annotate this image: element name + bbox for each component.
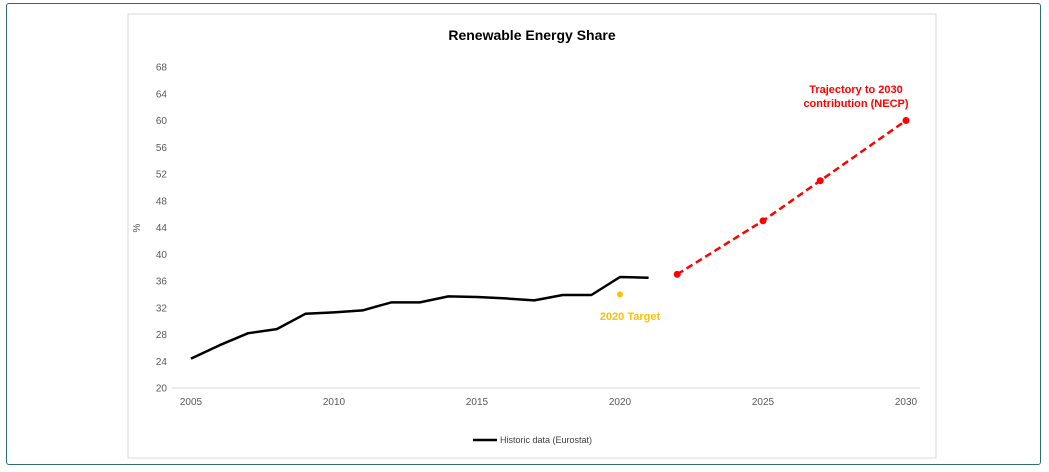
y-tick-label: 36 [156, 277, 168, 288]
chart-title: Renewable Energy Share [448, 27, 616, 43]
x-tick-label: 2030 [895, 397, 918, 408]
trajectory-point [673, 270, 681, 278]
y-tick-label: 28 [156, 330, 168, 341]
y-tick-label: 24 [156, 357, 168, 368]
trajectory-annotation: contribution (NECP) [803, 98, 908, 110]
y-tick-label: 52 [156, 170, 168, 181]
y-tick-label: 40 [156, 250, 168, 261]
trajectory-point [759, 217, 767, 225]
y-tick-label: 60 [156, 116, 168, 127]
x-tick-label: 2005 [180, 397, 203, 408]
trajectory-annotation: Trajectory to 2030 [809, 84, 903, 96]
historic-series-line [190, 275, 649, 360]
trajectory-point [816, 177, 824, 185]
target-annotation: 2020 Target [600, 311, 661, 323]
y-tick-label: 68 [156, 63, 168, 74]
trajectory-series-line [676, 119, 907, 276]
y-tick-label: 20 [156, 384, 168, 395]
trajectory-point [902, 117, 910, 124]
target-2020-point [617, 291, 623, 298]
y-tick-label: 64 [156, 89, 168, 100]
y-tick-label: 44 [156, 223, 168, 234]
plot-area-border [127, 13, 937, 459]
y-tick-label: 56 [156, 143, 168, 154]
x-tick-label: 2025 [752, 397, 775, 408]
x-tick-label: 2015 [466, 397, 489, 408]
legend-label-historic: Historic data (Eurostat) [500, 435, 592, 445]
x-tick-label: 2010 [323, 397, 346, 408]
y-tick-label: 32 [156, 303, 168, 314]
y-tick-label: 48 [156, 196, 168, 207]
x-tick-label: 2020 [609, 397, 632, 408]
y-axis-label: % [132, 223, 143, 232]
